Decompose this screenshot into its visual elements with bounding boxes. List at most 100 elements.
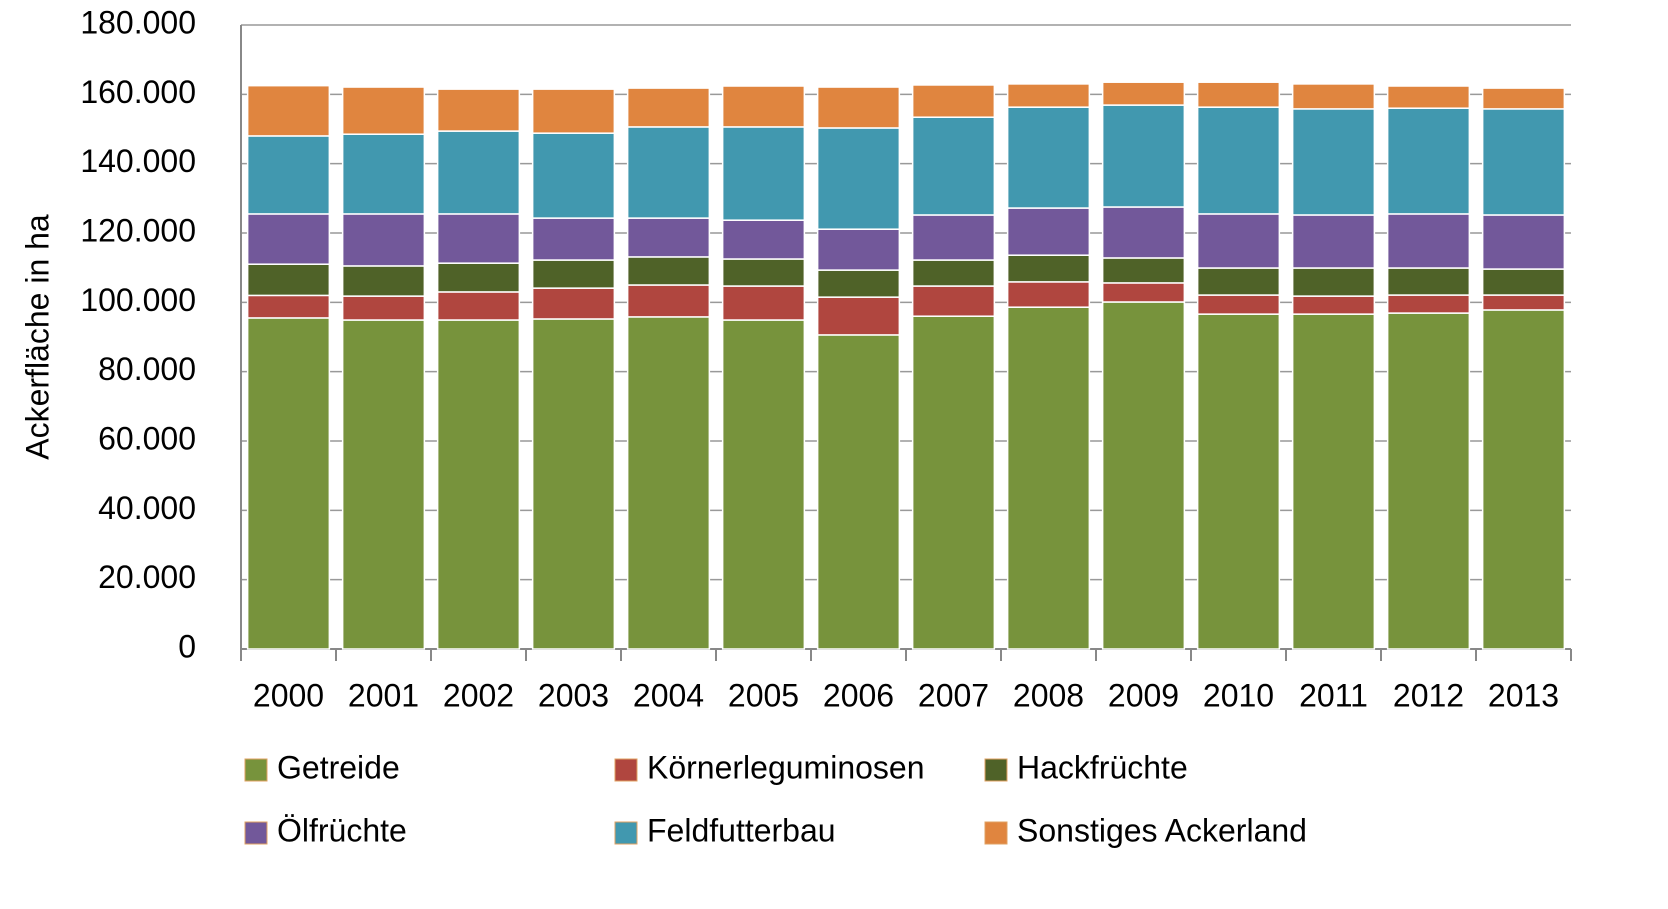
bar-segment [1101, 257, 1186, 284]
bar-segment [1481, 87, 1566, 110]
bar-segment [816, 127, 901, 230]
bar-segment [1291, 83, 1376, 110]
bar-segment [721, 319, 806, 650]
bar-segment [816, 269, 901, 298]
bar-segment [1481, 214, 1566, 270]
bar-segment [436, 262, 521, 293]
bar-segment [246, 294, 331, 319]
bar-segment [531, 259, 616, 289]
bar-segment [911, 259, 996, 287]
y-tick-label: 40.000 [98, 490, 196, 526]
bar-segment [341, 265, 426, 297]
bar-segment [1101, 282, 1186, 303]
bar-segment [816, 86, 901, 129]
bar-segment [1101, 81, 1186, 106]
bar-segment [816, 334, 901, 650]
bar-segment [1386, 213, 1471, 269]
legend-label: Hackfrüchte [1017, 749, 1188, 785]
bar-segment [1481, 309, 1566, 650]
legend-swatch [244, 821, 268, 845]
bar-segment [1291, 108, 1376, 216]
bar-segment [246, 135, 331, 215]
bar-segment [1006, 106, 1091, 209]
x-tick-label: 2003 [538, 677, 609, 713]
bar-segment [1006, 83, 1091, 108]
bar-segment [531, 132, 616, 219]
bar-segment [1291, 214, 1376, 269]
bar-segment [1196, 81, 1281, 108]
bar-segment [246, 213, 331, 265]
x-tick-label: 2005 [728, 677, 799, 713]
bar-segment [246, 84, 331, 137]
bar-segment [531, 217, 616, 261]
legend-label: Ölfrüchte [277, 812, 407, 848]
bar-segment [531, 318, 616, 650]
bar-segment [341, 86, 426, 135]
bar-segment [626, 316, 711, 650]
x-tick-label: 2008 [1013, 677, 1084, 713]
bar-segment [1006, 207, 1091, 256]
y-tick-label: 160.000 [80, 74, 196, 110]
bar-segment [246, 263, 331, 297]
bar-segment [1386, 267, 1471, 296]
y-tick-label: 20.000 [98, 559, 196, 595]
legend-label: Feldfutterbau [647, 812, 836, 848]
x-tick-label: 2002 [443, 677, 514, 713]
legend-swatch [984, 758, 1008, 782]
bar-segment [436, 88, 521, 132]
x-tick-label: 2007 [918, 677, 989, 713]
bar-segment [1006, 254, 1091, 283]
bar-segment [1006, 306, 1091, 650]
y-tick-label: 180.000 [80, 4, 196, 40]
bar-segment [626, 217, 711, 258]
bar-segment [626, 256, 711, 286]
bar-segment [911, 84, 996, 118]
x-tick-label: 2010 [1203, 677, 1274, 713]
legend-swatch [984, 821, 1008, 845]
bar-segment [341, 319, 426, 650]
legend-swatch [244, 758, 268, 782]
bar-segment [721, 285, 806, 321]
bar-segment [1386, 294, 1471, 314]
x-tick-label: 2000 [253, 677, 324, 713]
x-tick-label: 2011 [1299, 677, 1368, 713]
bar-segment [1101, 104, 1186, 208]
bar-segment [721, 126, 806, 221]
bar-segment [246, 317, 331, 650]
bar-segment [1196, 313, 1281, 650]
bar-segment [341, 213, 426, 267]
bar-segment [911, 116, 996, 216]
legend-swatch [614, 821, 638, 845]
bar-segment [436, 213, 521, 264]
legend-label: Getreide [277, 749, 400, 785]
bar-segment [1481, 294, 1566, 311]
bar-segment [721, 258, 806, 287]
bar-segment [531, 287, 616, 320]
y-tick-label: 120.000 [80, 212, 196, 248]
legend-swatch [614, 758, 638, 782]
y-tick-label: 100.000 [80, 282, 196, 318]
y-tick-label: 140.000 [80, 143, 196, 179]
bar-segment [436, 130, 521, 215]
y-tick-label: 60.000 [98, 420, 196, 456]
bar-segment [626, 284, 711, 318]
bar-segment [1006, 281, 1091, 308]
bar-segment [1196, 294, 1281, 315]
bar-segment [1101, 206, 1186, 259]
bar-segment [436, 291, 521, 321]
bar-segment [1196, 213, 1281, 269]
bar-segment [1196, 267, 1281, 296]
bar-segment [816, 296, 901, 336]
bar-segment [721, 219, 806, 260]
bar-segment [1291, 267, 1376, 297]
bar-segment [1386, 312, 1471, 650]
x-tick-label: 2006 [823, 677, 894, 713]
bar-segment [1291, 313, 1376, 650]
bar-segment [341, 133, 426, 215]
bar-segment [911, 315, 996, 650]
y-axis-label: Ackerfläche in ha [19, 214, 55, 460]
legend-label: Körnerleguminosen [647, 749, 925, 785]
x-tick-label: 2012 [1393, 677, 1464, 713]
bar-segment [1481, 108, 1566, 216]
